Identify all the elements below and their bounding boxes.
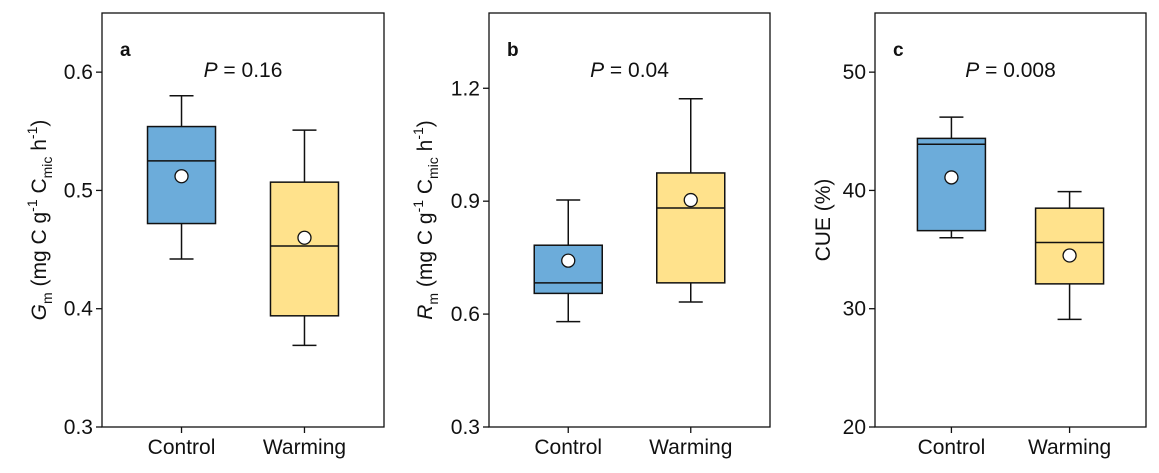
y-axis-label: CUE (%) [812, 179, 835, 262]
y-tick-label: 0.4 [64, 298, 94, 321]
box-warming [1034, 190, 1105, 321]
box-control [533, 199, 603, 323]
y-tick-label: 0.9 [451, 190, 480, 213]
y-tick-label: 30 [843, 298, 866, 321]
y-tick-label: 0.5 [64, 179, 93, 202]
y-tick-label: 50 [843, 61, 866, 84]
mean-marker [561, 253, 576, 268]
y-tick-label: 0.6 [451, 303, 480, 326]
panel-letter: b [507, 40, 519, 61]
plot-frame [101, 12, 385, 428]
y-tick-label: 0.6 [64, 61, 93, 84]
y-tick-label: 20 [843, 416, 866, 439]
x-tick-label: Control [918, 436, 986, 459]
mean-marker [683, 192, 698, 208]
panel-letter: c [893, 40, 904, 61]
y-tick-label: 1.2 [451, 77, 480, 100]
x-tick-label: Warming [263, 436, 346, 459]
mean-marker [1062, 248, 1077, 263]
x-tick-label: Control [148, 436, 216, 459]
panel-c: 20 30 40 50 Control Warming c P = 0.008 CUE (%) [812, 12, 1147, 459]
mean-marker [174, 169, 189, 184]
p-value-annotation: P = 0.04 [590, 59, 669, 82]
y-tick-label: 0.3 [64, 416, 93, 439]
panel-letter: a [120, 40, 131, 61]
x-tick-label: Control [534, 436, 602, 459]
x-tick-label: Warming [1028, 436, 1111, 459]
y-axis-label: Gm (mg C g-1 Cmic h-1) [24, 120, 55, 321]
mean-marker [297, 230, 312, 245]
y-axis-label: Rm (mg C g-1 Cmic h-1) [410, 120, 441, 320]
y-tick-label: 40 [843, 179, 866, 202]
box-control [916, 116, 987, 239]
panel-b: 0.3 0.6 0.9 1.2 Control Warming b P = 0.04 Rm (m… [410, 12, 771, 459]
mean-marker [944, 170, 959, 185]
panel-a: 0.3 0.4 0.5 0.6 Control Warming a P = 0.16 Gm (m… [24, 12, 385, 459]
p-value-annotation: P = 0.16 [204, 59, 283, 82]
iqr-box [656, 172, 726, 284]
x-tick-label: Warming [649, 436, 732, 459]
y-tick-label: 0.3 [451, 416, 480, 439]
box-warming [269, 129, 340, 347]
iqr-box [269, 181, 340, 317]
iqr-box [533, 244, 603, 295]
iqr-box [1034, 207, 1105, 285]
p-value-annotation: P = 0.008 [965, 59, 1056, 82]
plot-frame [488, 12, 771, 428]
box-control [146, 95, 217, 260]
plot-frame [874, 12, 1147, 428]
box-warming [656, 98, 726, 303]
